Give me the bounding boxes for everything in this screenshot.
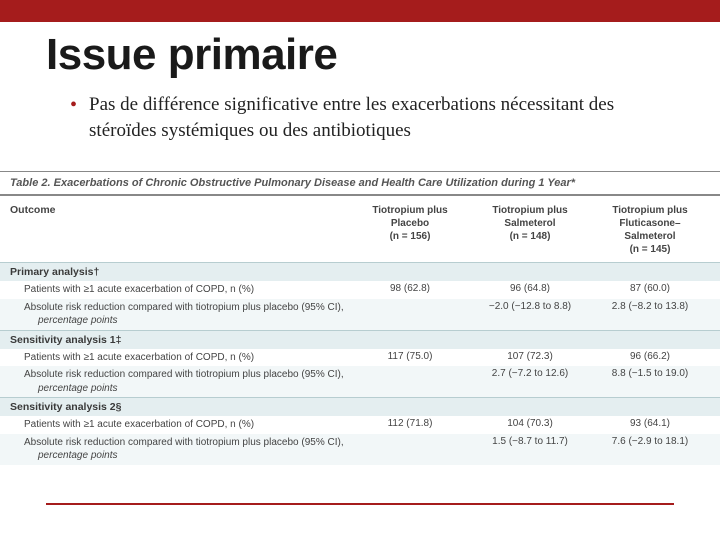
table-row: Absolute risk reduction compared with ti… [0, 299, 720, 330]
cell-value: 2.7 (−7.2 to 12.6) [470, 368, 590, 395]
row-label: Absolute risk reduction compared with ti… [10, 301, 350, 328]
section-title: Sensitivity analysis 1‡ [0, 331, 720, 349]
cell-value: 96 (66.2) [590, 351, 710, 365]
row-label: Absolute risk reduction compared with ti… [10, 436, 350, 463]
table-row: Patients with ≥1 acute exacerbation of C… [0, 281, 720, 299]
cell-value: 117 (75.0) [350, 351, 470, 365]
cell-value [350, 368, 470, 395]
row-label-sub: percentage points [24, 314, 350, 328]
cell-value: 1.5 (−8.7 to 11.7) [470, 436, 590, 463]
cell-value: 96 (64.8) [470, 283, 590, 297]
table-row: Absolute risk reduction compared with ti… [0, 434, 720, 465]
table-caption-prefix: Table 2. [10, 177, 51, 189]
column-name: Tiotropium plus Fluticasone–Salmeterol [594, 204, 706, 243]
column-name: Tiotropium plus Placebo [354, 204, 466, 230]
row-label-sub: percentage points [24, 382, 350, 396]
bullet-item: • Pas de différence significative entre … [70, 92, 670, 143]
table-header-row: Outcome Tiotropium plus Placebo (n = 156… [0, 196, 720, 262]
table-caption: Table 2. Exacerbations of Chronic Obstru… [10, 177, 575, 189]
cell-value: 2.8 (−8.2 to 13.8) [590, 301, 710, 328]
cell-value: 7.6 (−2.9 to 18.1) [590, 436, 710, 463]
column-header: Tiotropium plus Placebo (n = 156) [350, 204, 470, 256]
table-section: Sensitivity analysis 1‡ Patients with ≥1 … [0, 330, 720, 398]
column-n: (n = 145) [594, 243, 706, 256]
column-n: (n = 148) [474, 230, 586, 243]
table-caption-row: Table 2. Exacerbations of Chronic Obstru… [0, 171, 720, 196]
cell-value: 104 (70.3) [470, 418, 590, 432]
cell-value: 87 (60.0) [590, 283, 710, 297]
bullet-marker: • [70, 92, 77, 118]
section-title: Primary analysis† [0, 263, 720, 281]
cell-value: 98 (62.8) [350, 283, 470, 297]
section-title: Sensitivity analysis 2§ [0, 398, 720, 416]
table-row: Patients with ≥1 acute exacerbation of C… [0, 416, 720, 434]
cell-value: 8.8 (−1.5 to 19.0) [590, 368, 710, 395]
cell-value: −2.0 (−12.8 to 8.8) [470, 301, 590, 328]
table-section: Sensitivity analysis 2§ Patients with ≥1 … [0, 397, 720, 465]
row-label: Patients with ≥1 acute exacerbation of C… [10, 418, 350, 432]
column-n: (n = 156) [354, 230, 466, 243]
outcome-header: Outcome [10, 204, 350, 256]
table-caption-text: Exacerbations of Chronic Obstructive Pul… [54, 177, 575, 189]
data-table: Table 2. Exacerbations of Chronic Obstru… [0, 171, 720, 465]
table-body: Primary analysis† Patients with ≥1 acute … [0, 262, 720, 465]
row-label-sub: percentage points [24, 449, 350, 463]
cell-value: 93 (64.1) [590, 418, 710, 432]
accent-bottom-rule [46, 503, 674, 505]
table-row: Absolute risk reduction compared with ti… [0, 366, 720, 397]
cell-value [350, 301, 470, 328]
column-name: Tiotropium plus Salmeterol [474, 204, 586, 230]
cell-value [350, 436, 470, 463]
row-label: Absolute risk reduction compared with ti… [10, 368, 350, 395]
bullet-text: Pas de différence significative entre le… [89, 92, 670, 143]
slide-title: Issue primaire [0, 22, 720, 86]
table-row: Patients with ≥1 acute exacerbation of C… [0, 349, 720, 367]
table-section: Primary analysis† Patients with ≥1 acute … [0, 262, 720, 330]
bullet-list: • Pas de différence significative entre … [0, 86, 720, 143]
column-header: Tiotropium plus Fluticasone–Salmeterol (… [590, 204, 710, 256]
row-label: Patients with ≥1 acute exacerbation of C… [10, 283, 350, 297]
cell-value: 112 (71.8) [350, 418, 470, 432]
column-header: Tiotropium plus Salmeterol (n = 148) [470, 204, 590, 256]
row-label: Patients with ≥1 acute exacerbation of C… [10, 351, 350, 365]
cell-value: 107 (72.3) [470, 351, 590, 365]
accent-top-bar [0, 0, 720, 22]
